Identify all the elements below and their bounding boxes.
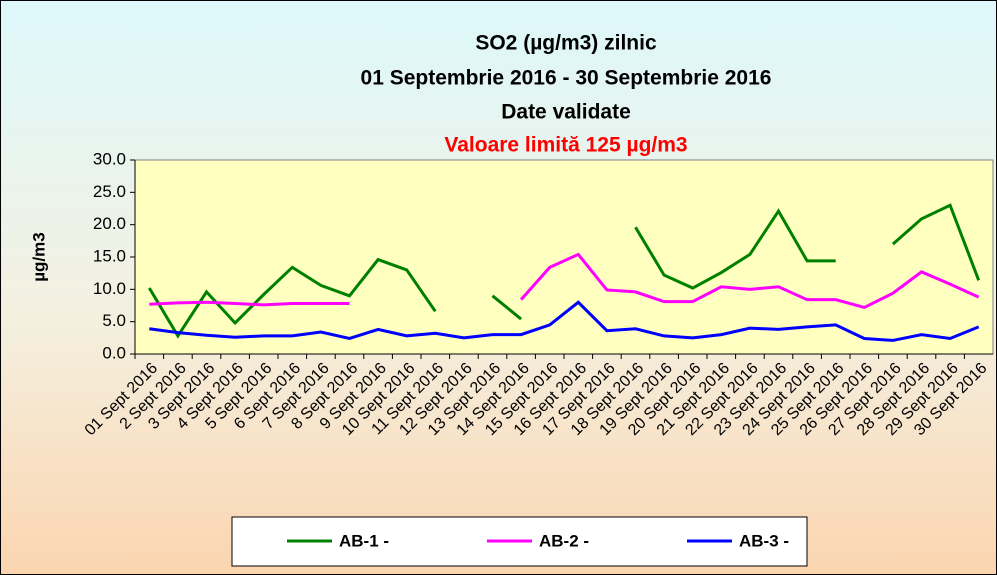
legend-label: AB-2 -	[539, 531, 589, 550]
y-axis-label: µg/m3	[29, 232, 48, 281]
legend-label: AB-3 -	[739, 531, 789, 550]
chart-subtitle: Valoare limită 125 µg/m3	[444, 134, 687, 157]
y-tick-label: 5.0	[102, 311, 126, 330]
y-tick-label: 25.0	[93, 182, 126, 201]
chart-title: Date validate	[501, 101, 631, 124]
y-tick-label: 30.0	[93, 149, 126, 168]
series-line	[149, 300, 980, 342]
y-tick-label: 20.0	[93, 214, 126, 233]
series-line	[148, 203, 981, 339]
plot-area	[134, 159, 994, 355]
y-tick-label: 0.0	[102, 343, 126, 362]
chart-title: SO2 (µg/m3) zilnic	[475, 32, 657, 55]
chart-title: 01 Septembrie 2016 - 30 Septembrie 2016	[361, 67, 772, 90]
y-tick-label: 15.0	[93, 246, 126, 265]
legend-label: AB-1 -	[339, 531, 389, 550]
series-line	[149, 252, 980, 310]
y-tick-label: 10.0	[93, 279, 126, 298]
